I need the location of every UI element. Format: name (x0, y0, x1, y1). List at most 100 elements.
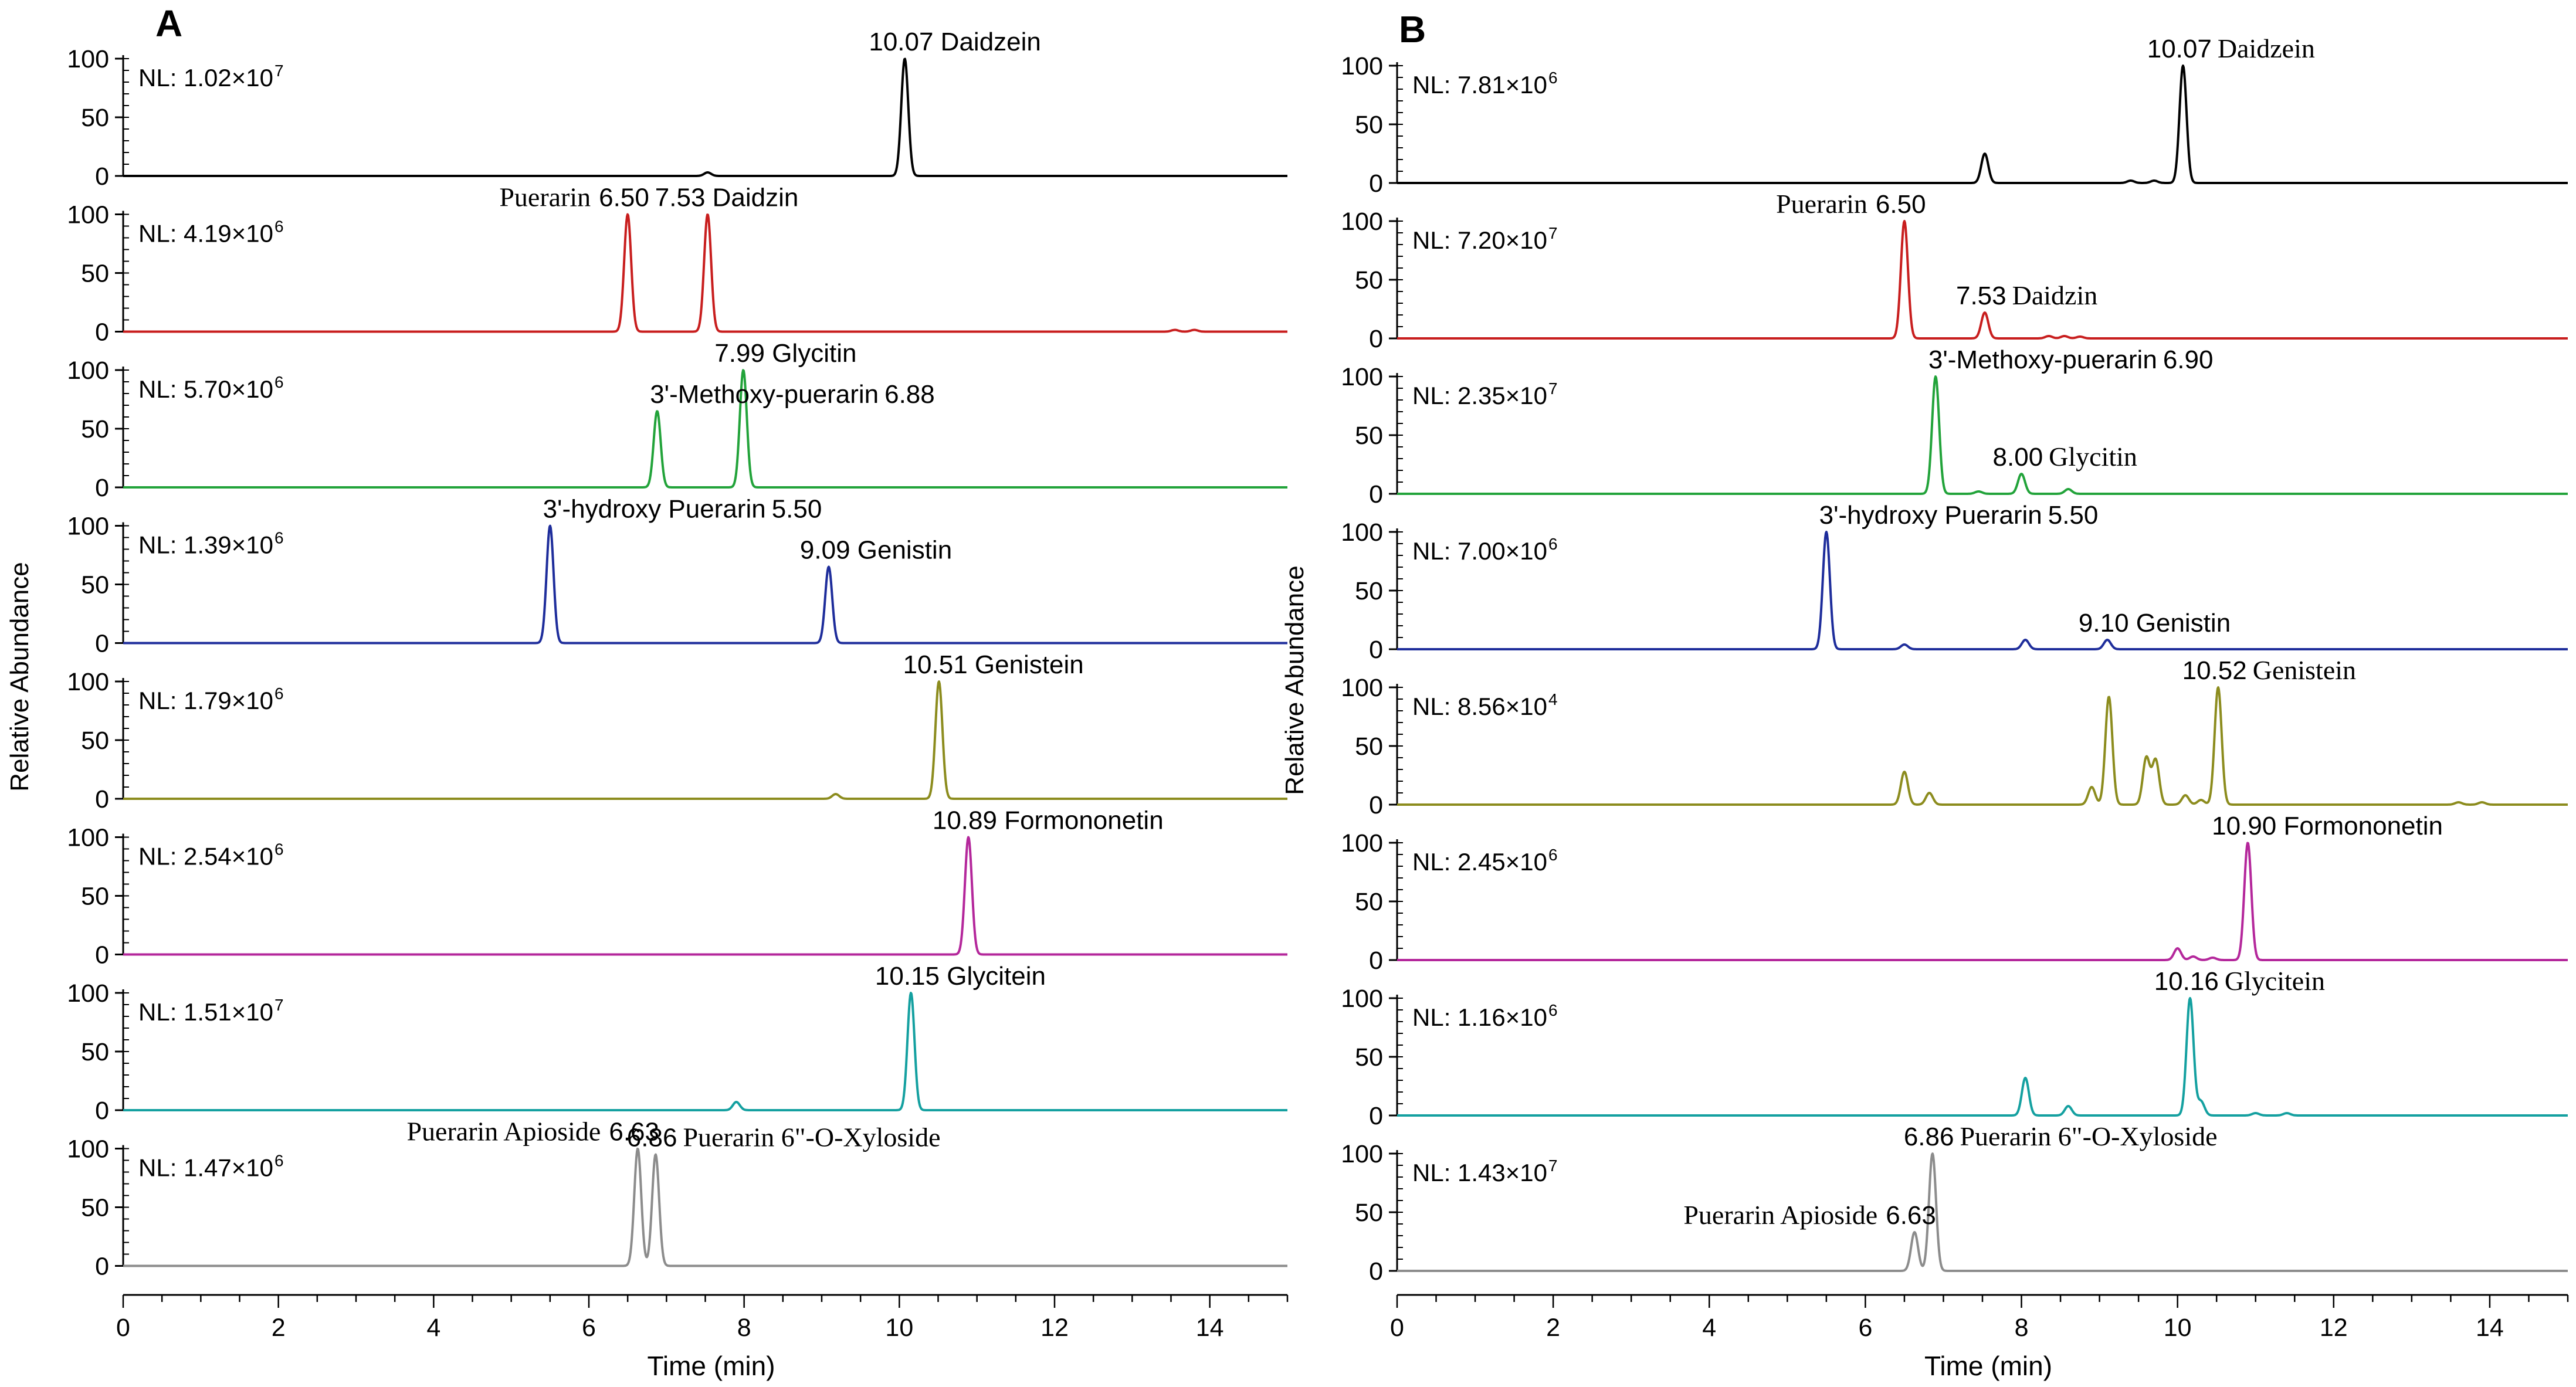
peak-label: 10.51 Genistein (903, 650, 1084, 679)
nl-exponent: 6 (274, 529, 284, 547)
x-tick-label: 0 (1390, 1314, 1404, 1342)
peak-label: 7.53 Daidzin (655, 184, 799, 212)
y-tick-label: 100 (1341, 52, 1383, 80)
peak-label: 6.50 (599, 184, 649, 212)
peak-label: 5.50 (2048, 501, 2099, 530)
nl-exponent: 6 (1548, 846, 1558, 864)
peak-label: Puerarin Apioside (1683, 1200, 1877, 1230)
x-tick-label: 10 (885, 1314, 913, 1342)
x-tick-label: 14 (1196, 1314, 1224, 1342)
x-tick-label: 10 (2164, 1314, 2192, 1342)
peak-label: 9.09 Genistin (800, 536, 952, 565)
chromatogram-trace (1397, 1152, 2568, 1272)
nl-exponent: 6 (274, 684, 284, 703)
y-tick-label: 50 (1355, 577, 1383, 605)
y-tick-label: 50 (81, 727, 109, 755)
y-tick-label: 0 (95, 474, 109, 502)
peak-label: 6.63 (609, 1118, 659, 1147)
y-tick-label: 100 (67, 201, 109, 229)
nl-label: NL: 2.54×10 (138, 843, 273, 870)
y-tick-label: 100 (1341, 518, 1383, 547)
nl-exponent: 4 (1548, 690, 1558, 708)
x-tick-label: 12 (1040, 1314, 1069, 1342)
y-tick-label: 100 (1341, 829, 1383, 857)
y-tick-label: 100 (1341, 363, 1383, 391)
x-tick-label: 14 (2476, 1314, 2504, 1342)
y-tick-label: 50 (1355, 1043, 1383, 1071)
nl-exponent: 7 (274, 62, 284, 80)
y-tick-label: 50 (1355, 111, 1383, 139)
y-tick-label: 100 (67, 513, 109, 541)
y-tick-label: 0 (95, 162, 109, 191)
y-tick-label: 0 (95, 785, 109, 813)
y-tick-label: 0 (1369, 636, 1383, 664)
nl-exponent: 6 (274, 218, 284, 236)
y-tick-label: 50 (81, 1038, 109, 1066)
chromatogram-trace (1397, 997, 2568, 1117)
peak-label: Puerarin (499, 182, 591, 212)
y-axis-label: Relative Abundance (1280, 565, 1309, 795)
y-tick-label: 0 (95, 941, 109, 969)
y-tick-label: 50 (81, 571, 109, 599)
chromatogram-trace (123, 992, 1288, 1111)
peak-label: 6.50 (1876, 190, 1926, 219)
peak-label: 3'-hydroxy Puerarin (543, 495, 766, 524)
x-tick-label: 2 (272, 1314, 286, 1342)
peak-label: 10.89 Formononetin (933, 806, 1164, 835)
y-tick-label: 100 (1341, 674, 1383, 702)
nl-label: NL: 1.02×10 (138, 64, 273, 91)
y-tick-label: 50 (81, 883, 109, 911)
x-tick-label: 4 (426, 1314, 440, 1342)
peak-label: Genistein (2253, 655, 2356, 685)
peak-label: 3'-hydroxy Puerarin (1819, 501, 2042, 530)
peak-label: 10.90 Formononetin (2212, 812, 2443, 840)
nl-exponent: 6 (1548, 1001, 1558, 1019)
y-tick-label: 50 (1355, 266, 1383, 294)
y-tick-label: 0 (1369, 947, 1383, 975)
panel-label: A (155, 2, 182, 45)
peak-label: Daidzin (2012, 280, 2098, 310)
y-tick-label: 0 (95, 1253, 109, 1281)
chromatogram-trace (1397, 531, 2568, 650)
y-tick-label: 0 (1369, 791, 1383, 819)
nl-label: NL: 7.20×10 (1412, 226, 1547, 254)
peak-label: Puerarin Apioside (406, 1117, 601, 1147)
y-tick-label: 100 (67, 1135, 109, 1164)
peak-label: 10.15 Glycitein (875, 962, 1046, 991)
peak-label: 6.63 (1886, 1201, 1936, 1230)
y-tick-label: 0 (1369, 325, 1383, 353)
nl-exponent: 7 (274, 996, 284, 1014)
nl-label: NL: 2.45×10 (1412, 848, 1547, 876)
chromatogram-trace (123, 524, 1288, 645)
x-tick-label: 6 (1858, 1314, 1872, 1342)
y-tick-label: 100 (67, 979, 109, 1008)
chromatogram-trace (123, 680, 1288, 800)
nl-label: NL: 1.51×10 (138, 998, 273, 1026)
nl-exponent: 6 (274, 840, 284, 859)
y-tick-label: 50 (1355, 733, 1383, 761)
chromatogram-trace (1397, 65, 2568, 184)
peak-label: 8.00 (1993, 443, 2043, 472)
nl-exponent: 6 (274, 373, 284, 391)
y-tick-label: 100 (1341, 1140, 1383, 1168)
chromatogram-trace (123, 1147, 1288, 1267)
peak-label: Glycitein (2225, 966, 2325, 996)
peak-label: 7.53 (1956, 282, 2006, 310)
y-tick-label: 100 (67, 824, 109, 852)
chromatogram-trace (1397, 220, 2568, 340)
x-tick-label: 12 (2320, 1314, 2348, 1342)
x-tick-label: 8 (737, 1314, 751, 1342)
x-axis-label: Time (min) (647, 1351, 775, 1381)
chromatogram-trace (123, 57, 1288, 177)
peak-label: 3'-Methoxy-puerarin (1928, 345, 2157, 374)
peak-label: 3'-Methoxy-puerarin (650, 380, 879, 409)
nl-label: NL: 1.47×10 (138, 1154, 273, 1182)
peak-label: Puerarin 6"-O-Xyloside (1960, 1121, 2217, 1151)
peak-label: 6.86 (627, 1124, 677, 1152)
y-tick-label: 50 (1355, 1199, 1383, 1227)
nl-exponent: 6 (274, 1152, 284, 1170)
nl-exponent: 7 (1548, 1157, 1558, 1175)
y-tick-label: 0 (1369, 480, 1383, 508)
y-tick-label: 50 (81, 415, 109, 443)
chromatogram-trace (123, 213, 1288, 333)
